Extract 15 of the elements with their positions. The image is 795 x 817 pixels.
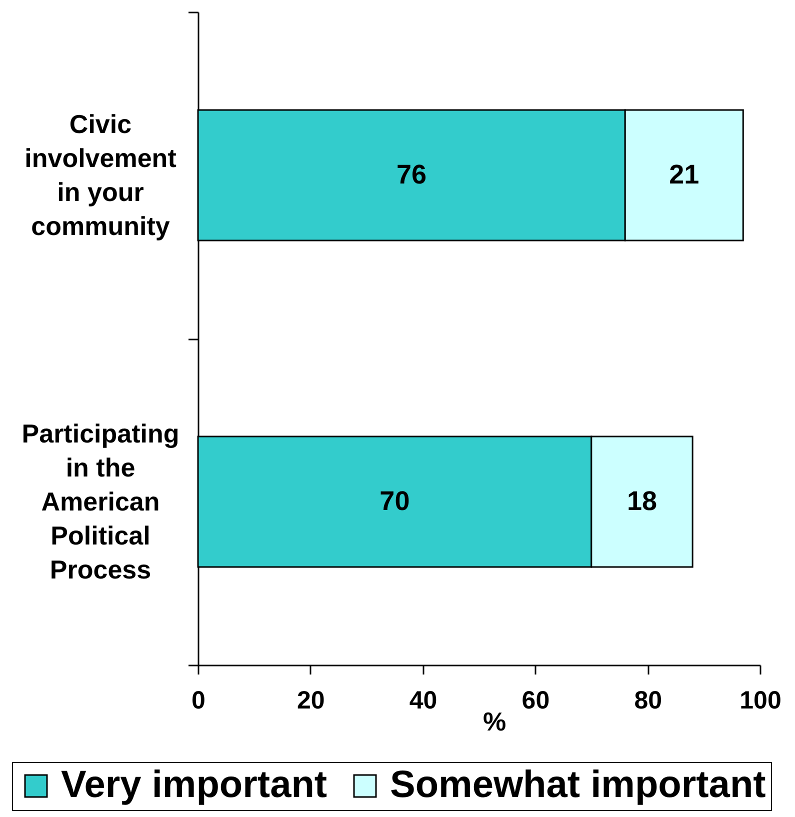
x-tick-label: 100: [740, 686, 782, 714]
x-tick-label: 0: [192, 686, 206, 714]
x-tick-label: 60: [522, 686, 550, 714]
y-tick-label: Civic involvement in your community: [24, 108, 177, 241]
y-tick-label: Participating in the American Political Process: [22, 418, 180, 584]
x-tick-label: 20: [296, 686, 325, 714]
data-label: 21: [669, 159, 700, 190]
data-label: 18: [626, 486, 658, 516]
legend-label: Very important: [61, 764, 328, 806]
x-axis-title: %: [482, 706, 506, 736]
x-tick-label: 80: [634, 686, 662, 714]
x-tick-label: 40: [409, 686, 438, 714]
legend-label: Somewhat important: [390, 764, 766, 806]
data-label: 76: [396, 159, 427, 190]
data-label: 70: [380, 486, 410, 516]
